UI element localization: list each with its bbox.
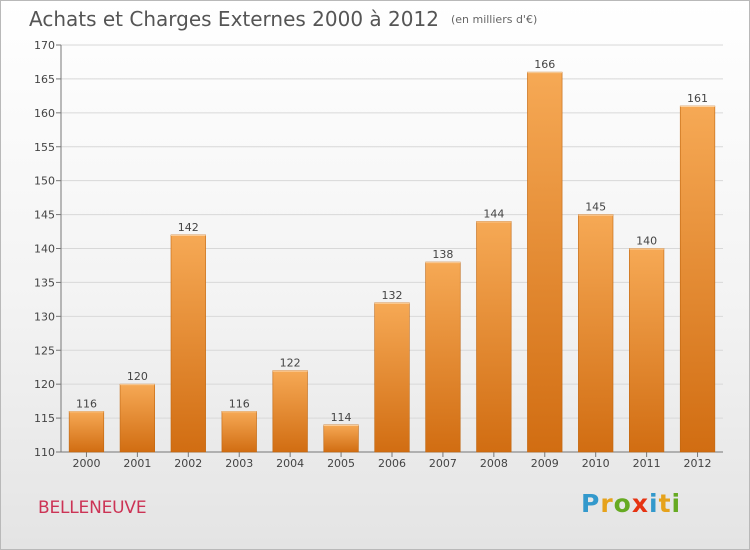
bar: [679, 105, 716, 453]
axes: 110 115 120 125 130 135 140 145 150 155 160 165 170 2…: [34, 39, 723, 470]
x-tick-label: 2010: [582, 457, 610, 470]
data-label: 144: [483, 207, 504, 220]
chart-unit: (en milliers d'€): [450, 13, 538, 26]
x-tick-label: 2007: [429, 457, 457, 470]
proxiti-logo: Proxiti: [581, 489, 681, 518]
logo-letter: r: [600, 489, 614, 518]
commune-name: BELLENEUVE: [38, 498, 147, 518]
data-label: 166: [534, 58, 555, 71]
x-tick-label: 2008: [480, 457, 508, 470]
data-label: 132: [382, 289, 403, 302]
x-tick-label: 2005: [327, 457, 355, 470]
data-label: 116: [76, 397, 97, 410]
data-label: 122: [280, 357, 301, 370]
data-label: 161: [687, 92, 708, 105]
y-tick-label: 125: [34, 344, 55, 357]
x-tick-label: 2004: [276, 457, 304, 470]
y-tick-label: 150: [34, 175, 55, 188]
y-tick-label: 115: [34, 412, 55, 425]
data-label: 145: [585, 201, 606, 214]
data-label: 138: [432, 248, 453, 261]
data-label: 140: [636, 235, 657, 248]
y-tick-label: 110: [34, 446, 55, 459]
bar: [629, 248, 665, 453]
bar: [476, 221, 512, 453]
chart-title: Achats et Charges Externes 2000 à 2012 (e…: [29, 7, 537, 31]
bar: [425, 261, 461, 453]
x-tick-label: 2003: [225, 457, 253, 470]
y-tick-label: 135: [34, 276, 55, 289]
y-tick-label: 160: [34, 107, 55, 120]
bar: [323, 424, 359, 453]
y-tick-label: 145: [34, 209, 55, 222]
y-tick-label: 170: [34, 39, 55, 52]
x-tick-label: 2001: [123, 457, 151, 470]
y-tick-label: 130: [34, 310, 55, 323]
logo-letter: P: [581, 489, 601, 518]
x-tick-label: 2011: [633, 457, 661, 470]
x-tick-label: 2002: [174, 457, 202, 470]
x-tick-label: 2012: [684, 457, 712, 470]
y-tick-label: 140: [34, 243, 55, 256]
data-label: 116: [229, 397, 250, 410]
logo-letter: i: [649, 489, 659, 518]
bar: [170, 234, 206, 453]
x-tick-label: 2000: [72, 457, 100, 470]
bar: [578, 214, 614, 453]
y-tick-label: 155: [34, 141, 55, 154]
bar: [272, 370, 308, 453]
data-label: 120: [127, 370, 148, 383]
y-tick-label: 120: [34, 378, 55, 391]
data-label: 114: [331, 411, 352, 424]
data-labels: 116 120 142 116 122 114 132 138 144 166 145 140 161: [76, 58, 708, 424]
bar: [374, 302, 410, 453]
logo-letter: x: [631, 489, 649, 518]
bar: [221, 410, 257, 453]
logo-letter: o: [613, 489, 632, 518]
logo-letter: i: [671, 489, 682, 518]
bar: [119, 383, 155, 453]
chart-title-text: Achats et Charges Externes 2000 à 2012: [29, 7, 439, 31]
x-tick-label: 2009: [531, 457, 559, 470]
bars: [68, 71, 716, 453]
bar: [527, 71, 563, 453]
y-tick-label: 165: [34, 73, 55, 86]
bar: [68, 410, 105, 453]
logo-letter: t: [658, 489, 672, 518]
x-tick-label: 2006: [378, 457, 406, 470]
data-label: 142: [178, 221, 199, 234]
